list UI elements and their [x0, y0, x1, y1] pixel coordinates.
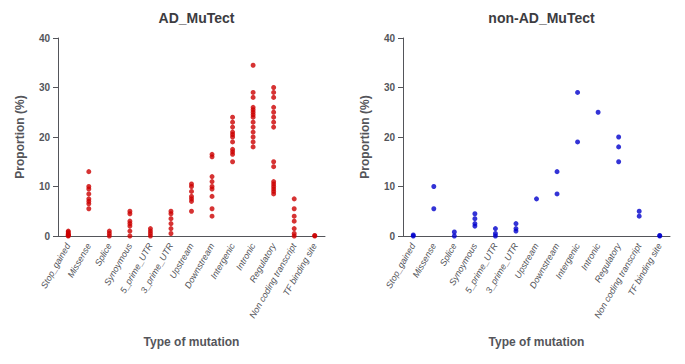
svg-text:10: 10: [384, 181, 396, 192]
svg-text:non-AD_MuTect: non-AD_MuTect: [488, 10, 595, 26]
svg-text:Downstream: Downstream: [527, 241, 561, 290]
svg-text:3_prime_UTR: 3_prime_UTR: [484, 241, 521, 295]
svg-text:Intergenic: Intergenic: [554, 241, 583, 281]
svg-text:TF binding site: TF binding site: [281, 241, 319, 297]
svg-text:30: 30: [384, 82, 396, 93]
svg-text:Type of mutation: Type of mutation: [144, 335, 240, 349]
svg-text:Synoymous: Synoymous: [447, 241, 480, 288]
svg-text:40: 40: [384, 33, 396, 44]
svg-text:Proportion (%): Proportion (%): [358, 95, 372, 178]
svg-text:Stop_gained: Stop_gained: [39, 241, 73, 291]
svg-text:Synoymous: Synoymous: [102, 241, 135, 288]
svg-text:0: 0: [389, 231, 395, 242]
svg-text:Proportion (%): Proportion (%): [13, 95, 27, 178]
svg-text:AD_MuTect: AD_MuTect: [159, 10, 235, 26]
svg-text:10: 10: [39, 181, 51, 192]
svg-text:Splice: Splice: [93, 241, 114, 267]
svg-text:5_prime_UTR: 5_prime_UTR: [118, 241, 155, 295]
svg-text:5_prime_UTR: 5_prime_UTR: [463, 241, 500, 295]
svg-text:Intronic: Intronic: [234, 241, 258, 272]
svg-text:Downstream: Downstream: [182, 241, 216, 290]
svg-text:40: 40: [39, 33, 51, 44]
svg-text:Splice: Splice: [438, 241, 459, 267]
svg-text:Upstream: Upstream: [512, 241, 541, 281]
svg-text:Regulatory: Regulatory: [247, 241, 278, 285]
svg-text:Non coding transcript: Non coding transcript: [247, 241, 299, 320]
svg-text:Stop_gained: Stop_gained: [384, 241, 418, 291]
svg-text:3_prime_UTR: 3_prime_UTR: [139, 241, 176, 295]
svg-text:Intergenic: Intergenic: [209, 241, 238, 281]
svg-text:0: 0: [44, 231, 50, 242]
svg-text:30: 30: [39, 82, 51, 93]
svg-text:TF binding site: TF binding site: [626, 241, 664, 297]
svg-text:Intronic: Intronic: [579, 241, 603, 272]
svg-text:Type of mutation: Type of mutation: [489, 335, 585, 349]
svg-text:Upstream: Upstream: [167, 241, 196, 281]
svg-text:Missense: Missense: [411, 241, 439, 279]
svg-text:Missense: Missense: [66, 241, 94, 279]
svg-text:20: 20: [39, 132, 51, 143]
svg-text:Non coding transcript: Non coding transcript: [592, 241, 644, 320]
svg-text:20: 20: [384, 132, 396, 143]
svg-text:Regulatory: Regulatory: [592, 241, 623, 285]
